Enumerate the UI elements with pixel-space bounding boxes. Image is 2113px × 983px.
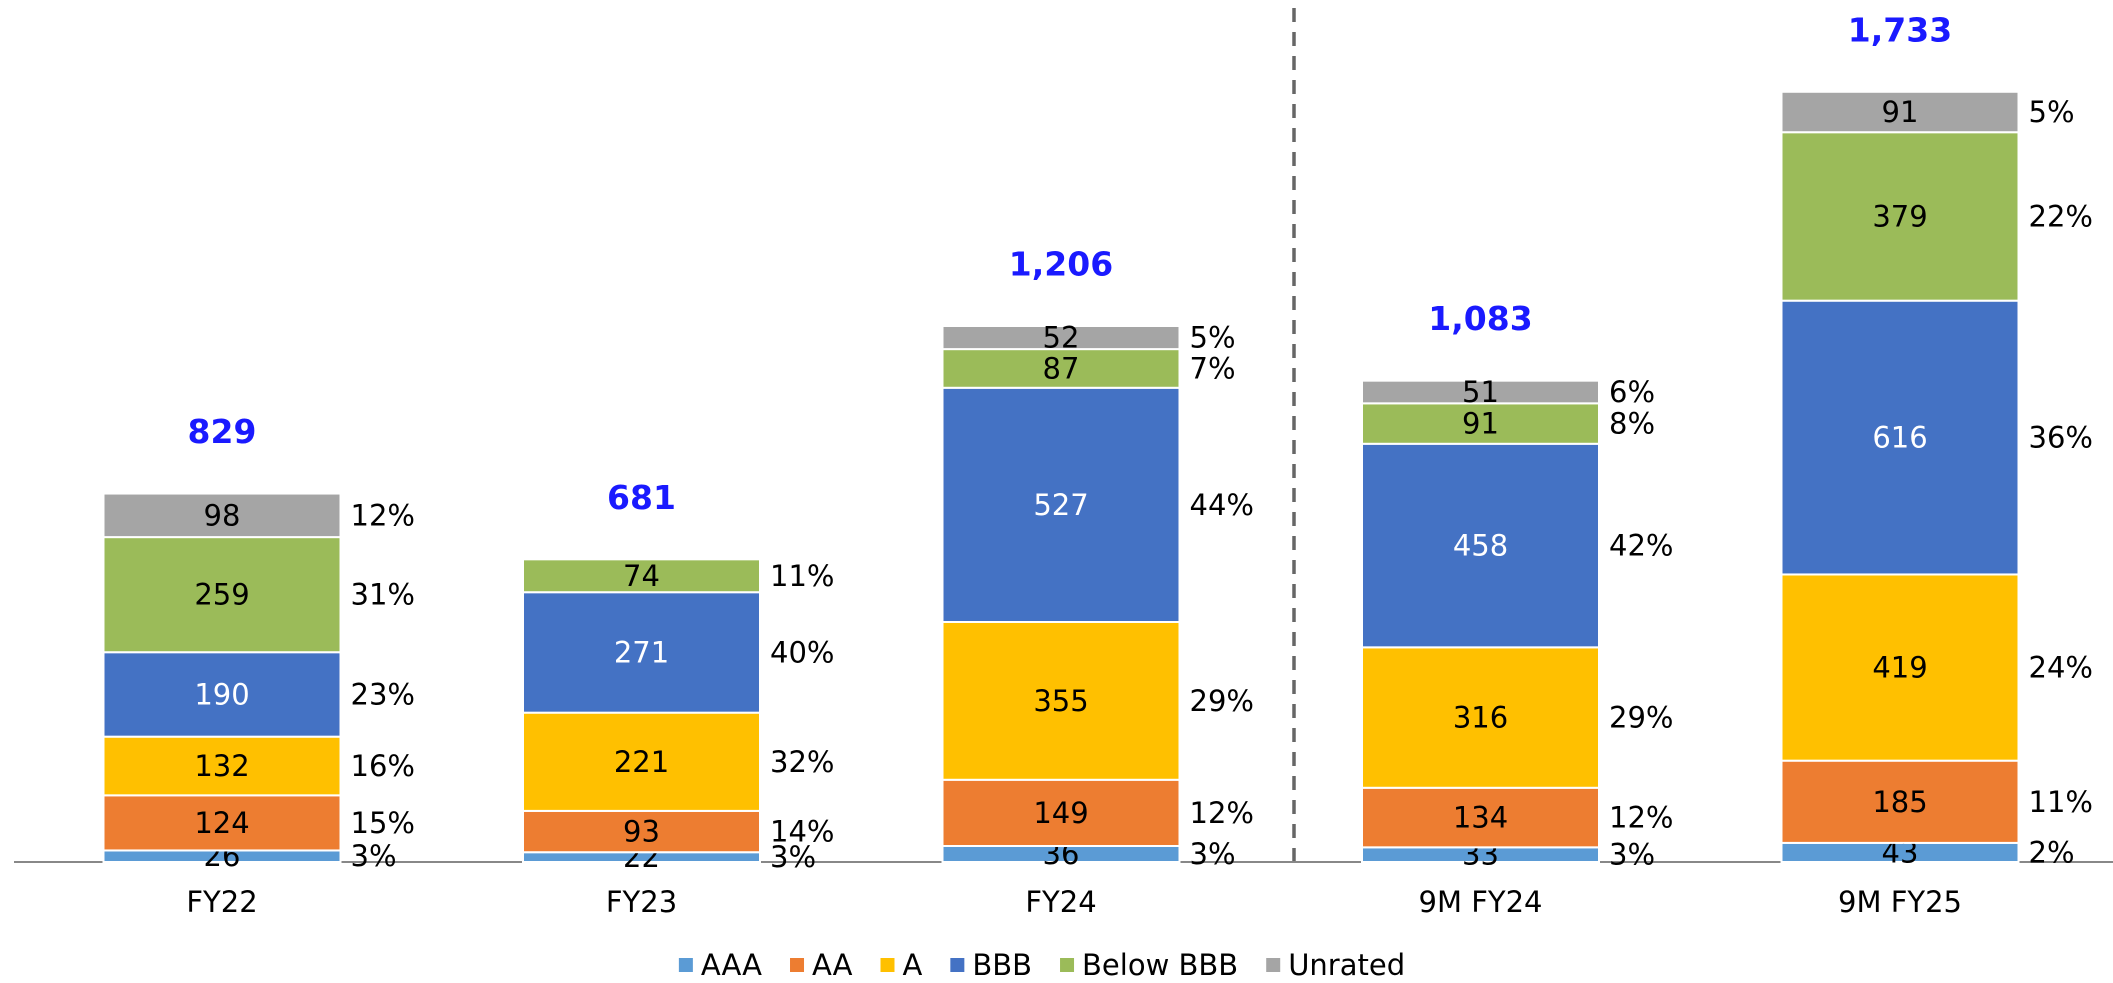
bar-segment — [102, 794, 342, 852]
segment-label: 149 — [1033, 796, 1088, 830]
percent-label: 3% — [770, 840, 816, 874]
bar-segment — [522, 558, 761, 594]
bar-segment — [1780, 90, 2020, 134]
bar-segment — [941, 778, 1181, 847]
percent-label: 29% — [1609, 701, 1673, 735]
segment-label: 616 — [1872, 421, 1927, 455]
segment-label: 271 — [614, 635, 669, 669]
percent-label: 15% — [351, 806, 415, 840]
segment-label: 221 — [614, 745, 669, 779]
segment-label: 458 — [1453, 529, 1508, 563]
total-label: 829 — [188, 412, 257, 451]
segment-label: 132 — [194, 749, 249, 783]
segment-label: 52 — [1043, 321, 1080, 355]
segment-label: 419 — [1872, 651, 1927, 685]
segment-label: 98 — [204, 498, 241, 532]
legend-swatch — [1060, 958, 1075, 972]
percent-label: 11% — [770, 559, 834, 593]
percent-label: 6% — [1609, 375, 1655, 409]
percent-label: 3% — [351, 839, 397, 873]
bar-segment — [941, 325, 1181, 351]
segment-label: 124 — [194, 806, 249, 840]
percent-label: 12% — [1609, 801, 1673, 835]
bar-segment — [102, 651, 342, 738]
x-tick-label: FY23 — [606, 885, 677, 919]
bar-segment — [102, 536, 342, 654]
percent-label: 36% — [2029, 421, 2093, 455]
legend-label: A — [903, 948, 923, 982]
legend-swatch — [678, 958, 693, 972]
legend-swatch — [880, 958, 895, 972]
segment-label: 185 — [1872, 785, 1927, 819]
percent-label: 5% — [2029, 95, 2075, 129]
x-tick-label: FY24 — [1025, 885, 1096, 919]
segment-label: 91 — [1882, 95, 1919, 129]
total-label: 681 — [607, 478, 676, 517]
segment-label: 87 — [1043, 351, 1080, 385]
percent-label: 2% — [2029, 835, 2075, 869]
percent-label: 8% — [1609, 407, 1655, 441]
bar-segment — [1780, 131, 2020, 302]
x-tick-label: FY22 — [186, 885, 257, 919]
bar-segment — [941, 348, 1181, 389]
x-tick-label: 9M FY25 — [1838, 885, 1962, 919]
legend-label: Below BBB — [1082, 948, 1238, 982]
segment-label: 51 — [1462, 375, 1499, 409]
legend-swatch — [950, 958, 965, 972]
percent-label: 44% — [1190, 488, 1254, 522]
bar-segment — [941, 386, 1181, 623]
segment-label: 74 — [623, 559, 660, 593]
percent-label: 31% — [351, 578, 415, 612]
percent-label: 14% — [770, 815, 834, 849]
bar-segment — [522, 591, 761, 714]
percent-label: 3% — [1609, 838, 1655, 872]
bar-segment — [522, 711, 761, 812]
bar-segment — [1361, 379, 1600, 405]
segment-label: 379 — [1872, 199, 1927, 233]
percent-label: 29% — [1190, 684, 1254, 718]
percent-label: 22% — [2029, 199, 2093, 233]
total-label: 1,083 — [1428, 299, 1532, 338]
segment-label: 316 — [1453, 701, 1508, 735]
bar-segment — [1780, 759, 2020, 844]
percent-label: 42% — [1609, 529, 1673, 563]
legend-swatch — [790, 958, 805, 972]
percent-label: 12% — [1190, 796, 1254, 830]
segment-label: 91 — [1462, 407, 1499, 441]
legend-label: Unrated — [1288, 948, 1405, 982]
percent-label: 40% — [770, 635, 834, 669]
segment-label: 93 — [623, 815, 660, 849]
percent-label: 23% — [351, 677, 415, 711]
legend-label: AAA — [701, 948, 762, 982]
legend-swatch — [1266, 958, 1281, 972]
segment-label: 259 — [194, 578, 249, 612]
percent-label: 7% — [1190, 351, 1236, 385]
bar-segment — [102, 492, 342, 539]
segment-label: 190 — [194, 677, 249, 711]
legend-label: AA — [812, 948, 853, 982]
total-label: 1,206 — [1009, 245, 1113, 284]
percent-label: 32% — [770, 745, 834, 779]
bar-segment — [1361, 442, 1600, 649]
percent-label: 11% — [2029, 785, 2093, 819]
segment-label: 134 — [1453, 801, 1508, 835]
percent-label: 12% — [351, 498, 415, 532]
bar-segment — [1361, 646, 1600, 789]
percent-label: 16% — [351, 749, 415, 783]
segment-label: 527 — [1033, 488, 1088, 522]
bar-segment — [941, 621, 1181, 781]
total-label: 1,733 — [1848, 10, 1952, 49]
percent-label: 24% — [2029, 651, 2093, 685]
percent-label: 3% — [1190, 837, 1236, 871]
percent-label: 5% — [1190, 321, 1236, 355]
bar-segment — [1361, 786, 1600, 849]
legend-label: BBB — [972, 948, 1032, 982]
x-tick-label: 9M FY24 — [1419, 885, 1543, 919]
segment-label: 355 — [1033, 684, 1088, 718]
